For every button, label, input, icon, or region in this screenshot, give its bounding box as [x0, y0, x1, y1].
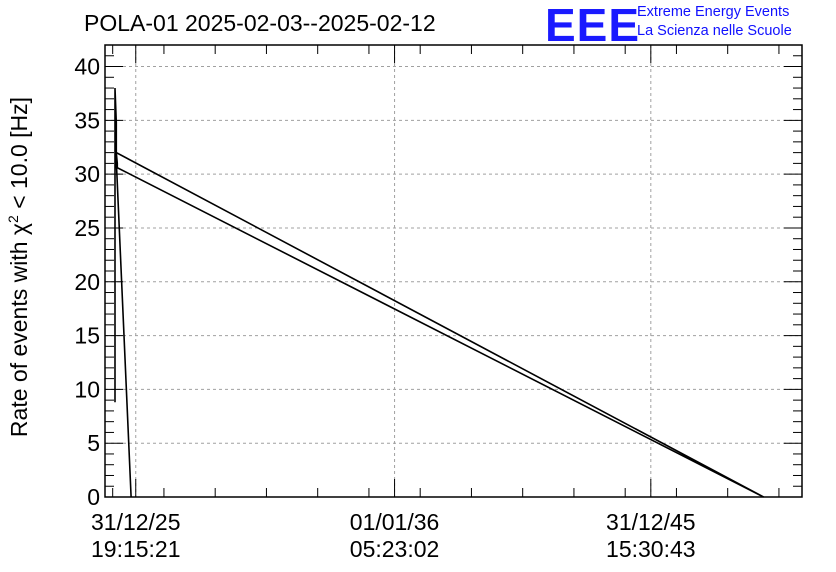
rate-series-line [115, 88, 764, 497]
x-tick-label-time: 19:15:21 [91, 536, 181, 562]
x-tick-label-date: 01/01/36 [350, 509, 440, 535]
plot-frame [105, 45, 802, 497]
y-tick-label: 5 [87, 430, 100, 456]
y-tick-label: 20 [74, 269, 100, 295]
y-tick-label: 30 [74, 161, 100, 187]
x-tick-label-date: 31/12/45 [606, 509, 696, 535]
y-tick-label: 25 [74, 215, 100, 241]
x-tick-label-time: 15:30:43 [606, 536, 696, 562]
x-tick-label-time: 05:23:02 [350, 536, 440, 562]
y-tick-label: 0 [87, 484, 100, 510]
y-tick-label: 35 [74, 107, 100, 133]
y-tick-label: 40 [74, 54, 100, 80]
y-tick-label: 10 [74, 376, 100, 402]
y-tick-label: 15 [74, 323, 100, 349]
x-tick-label-date: 31/12/25 [91, 509, 181, 535]
